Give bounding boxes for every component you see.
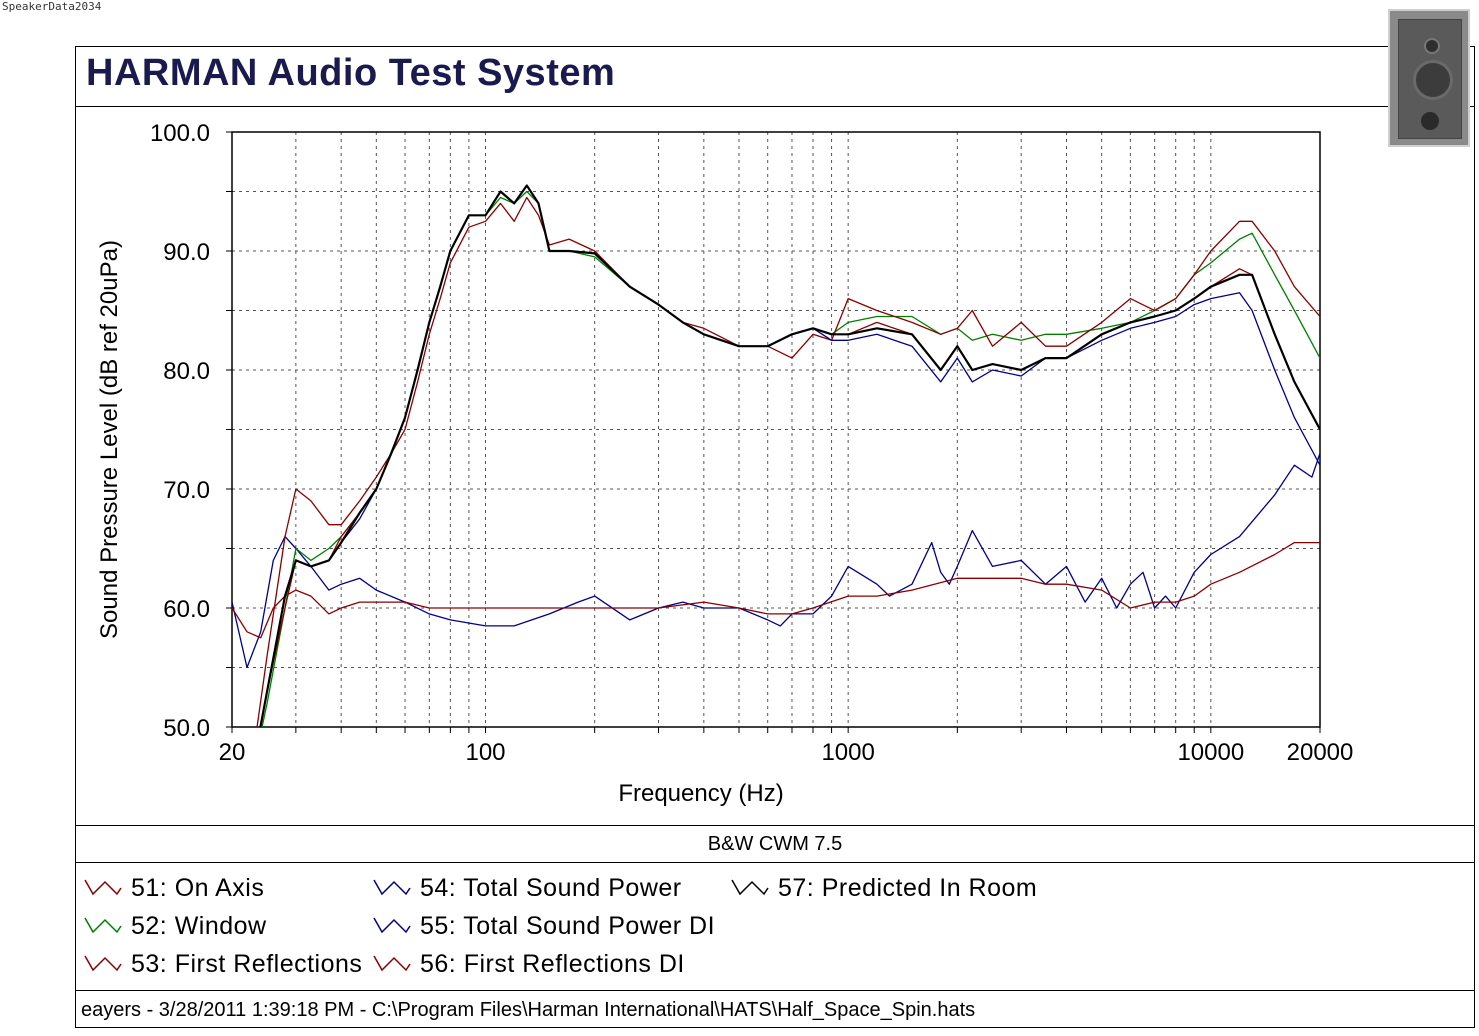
watermark: SpeakerData2034 [2, 0, 102, 13]
woofer-icon [1413, 60, 1453, 100]
legend-swatch-icon [84, 917, 122, 934]
speaker-grille [1398, 19, 1462, 139]
legend-label: 54: Total Sound Power [420, 873, 682, 902]
x-axis-label: Frequency (Hz) [618, 780, 783, 807]
chart-frame [75, 46, 1475, 1028]
footer-info: eayers - 3/28/2011 1:39:18 PM - C:\Progr… [75, 990, 1475, 1028]
legend-label: 55: Total Sound Power DI [420, 911, 716, 940]
series-line-predicted-in-room [259, 184, 1320, 727]
legend-item-first-reflections-di: 56: First Reflections DI [372, 947, 685, 981]
legend-swatch-icon [84, 879, 122, 896]
legend-swatch-icon [373, 955, 411, 972]
legend-swatch-icon [373, 917, 411, 934]
series-line-total-sound-power-di [232, 453, 1320, 669]
page-title: HARMAN Audio Test System [86, 52, 616, 94]
port-icon [1421, 112, 1439, 130]
legend-item-on-axis: 51: On Axis [83, 871, 264, 905]
legend-label: 52: Window [131, 911, 267, 940]
legend-item-total-sound-power: 54: Total Sound Power [372, 871, 682, 905]
legend-item-first-reflections: 53: First Reflections [83, 947, 362, 981]
y-axis-label: Sound Pressure Level (dB ref 20uPa) [96, 240, 123, 639]
frequency-response-chart: 20 100 1000 10000 20000 50.0 60.0 70.0 80.0 90.0 1… [96, 120, 1354, 807]
model-label: B&W CWM 7.5 [75, 825, 1475, 863]
legend-swatch-icon [373, 879, 411, 896]
y-tick-label: 70.0 [163, 477, 210, 504]
legend: 51: On Axis 52: Window 53: First Reflectio… [75, 864, 1475, 990]
series-line-first-reflections [256, 196, 1320, 727]
y-tick-label: 50.0 [163, 715, 210, 742]
x-tick-label: 20000 [1287, 739, 1354, 766]
y-tick-label: 80.0 [163, 358, 210, 385]
x-tick-label: 100 [465, 739, 505, 766]
series-line-on-axis [259, 184, 1320, 727]
x-tick-label: 10000 [1177, 739, 1244, 766]
y-tick-label: 60.0 [163, 596, 210, 623]
y-tick-label: 90.0 [163, 239, 210, 266]
legend-label: 57: Predicted In Room [778, 873, 1038, 902]
series-line-total-sound-power [259, 184, 1320, 727]
x-tick-label: 20 [219, 739, 246, 766]
speaker-thumbnail [1388, 9, 1470, 147]
tweeter-icon [1424, 38, 1440, 54]
y-tick-label: 100.0 [150, 120, 210, 147]
legend-swatch-icon [731, 879, 769, 896]
legend-item-window: 52: Window [83, 909, 267, 943]
series-line-window [261, 190, 1320, 727]
legend-label: 56: First Reflections DI [420, 949, 685, 978]
title-divider [75, 106, 1475, 107]
legend-item-predicted-in-room: 57: Predicted In Room [730, 871, 1037, 905]
x-tick-label: 1000 [821, 739, 874, 766]
legend-item-total-sound-power-di: 55: Total Sound Power DI [372, 909, 715, 943]
legend-swatch-icon [84, 955, 122, 972]
legend-label: 53: First Reflections [131, 949, 363, 978]
series-line-first-reflections-di [232, 541, 1320, 639]
legend-label: 51: On Axis [131, 873, 265, 902]
